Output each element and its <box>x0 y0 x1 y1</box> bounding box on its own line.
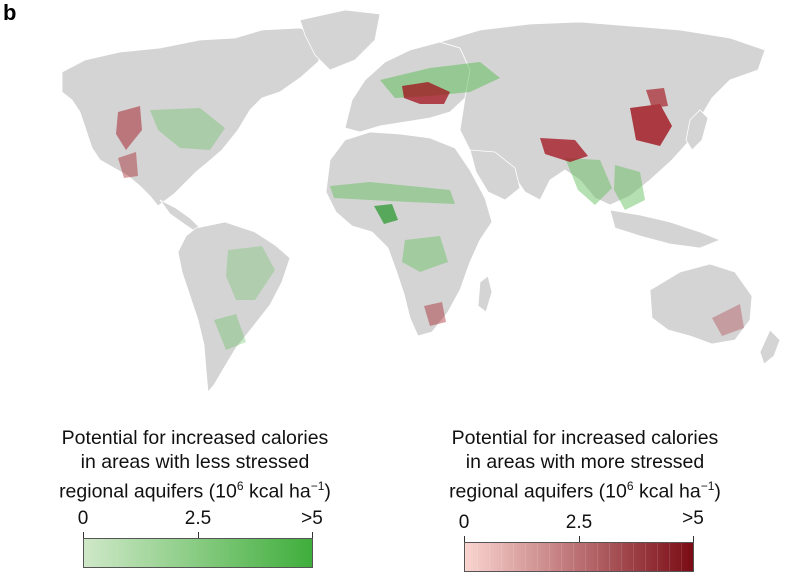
green-eastern-us <box>150 108 225 150</box>
legend-red-title-line2: in areas with more stressed <box>465 451 705 473</box>
legend-red-tick-0: 0 <box>458 512 470 533</box>
legend-green-colorbar <box>83 538 313 568</box>
legend-red-tickmark-2 <box>693 536 694 543</box>
red-australia-east <box>712 304 744 336</box>
legend-red-tick-1: 2.5 <box>565 512 593 533</box>
legend-green-tick-0: 0 <box>77 508 89 529</box>
red-potential-areas <box>116 82 744 336</box>
legend-red-title-line1: Potential for increased calories <box>451 427 719 449</box>
green-potential-areas <box>150 62 645 350</box>
legend-red-title-line3: regional aquifers (106 kcal ha−1) <box>449 479 721 503</box>
green-nigeria <box>374 204 398 224</box>
legend-red-colorbar <box>464 542 694 572</box>
south-america <box>177 221 291 393</box>
world-map <box>61 9 781 393</box>
legend-red-title: Potential for increased calories in area… <box>420 426 750 504</box>
green-sahel <box>330 182 455 204</box>
red-south-africa <box>424 302 446 326</box>
central-america <box>159 199 201 233</box>
red-north-india <box>540 138 588 162</box>
legend-green-title-line2: in areas with less stressed <box>80 451 310 473</box>
greenland <box>299 9 381 71</box>
legend-green-title-line1: Potential for increased calories <box>61 427 329 449</box>
red-manchuria <box>646 88 668 108</box>
green-se-asia <box>614 165 645 210</box>
legend-red-tickmark-1 <box>579 536 580 543</box>
panel-label: b <box>3 0 17 25</box>
legend-green-title: Potential for increased calories in area… <box>30 426 360 504</box>
red-mexico <box>118 152 138 178</box>
australia <box>649 263 753 345</box>
new-zealand <box>759 329 781 365</box>
legend-green-tickmark-2 <box>312 532 313 539</box>
red-north-china <box>630 104 672 146</box>
green-central-africa <box>402 236 448 272</box>
legend-red-tickmark-0 <box>464 536 465 543</box>
japan <box>685 109 709 151</box>
green-argentina <box>214 314 246 350</box>
red-western-us <box>116 106 142 150</box>
green-india <box>565 158 612 205</box>
legend-red-tick-2: >5 <box>682 508 704 529</box>
legend-green-tick-1: 2.5 <box>184 508 212 529</box>
se-asia-islands <box>609 209 722 249</box>
madagascar <box>477 275 493 313</box>
north-america <box>61 27 331 207</box>
legend-green-tickmark-1 <box>198 532 199 539</box>
legend-green-tickmark-0 <box>83 532 84 539</box>
legend-green-title-line3: regional aquifers (106 kcal ha−1) <box>59 479 331 503</box>
green-brazil <box>226 246 275 300</box>
red-black-sea <box>402 82 450 104</box>
africa <box>325 131 493 337</box>
arabia <box>469 149 521 201</box>
legend-green-tick-2: >5 <box>301 508 323 529</box>
